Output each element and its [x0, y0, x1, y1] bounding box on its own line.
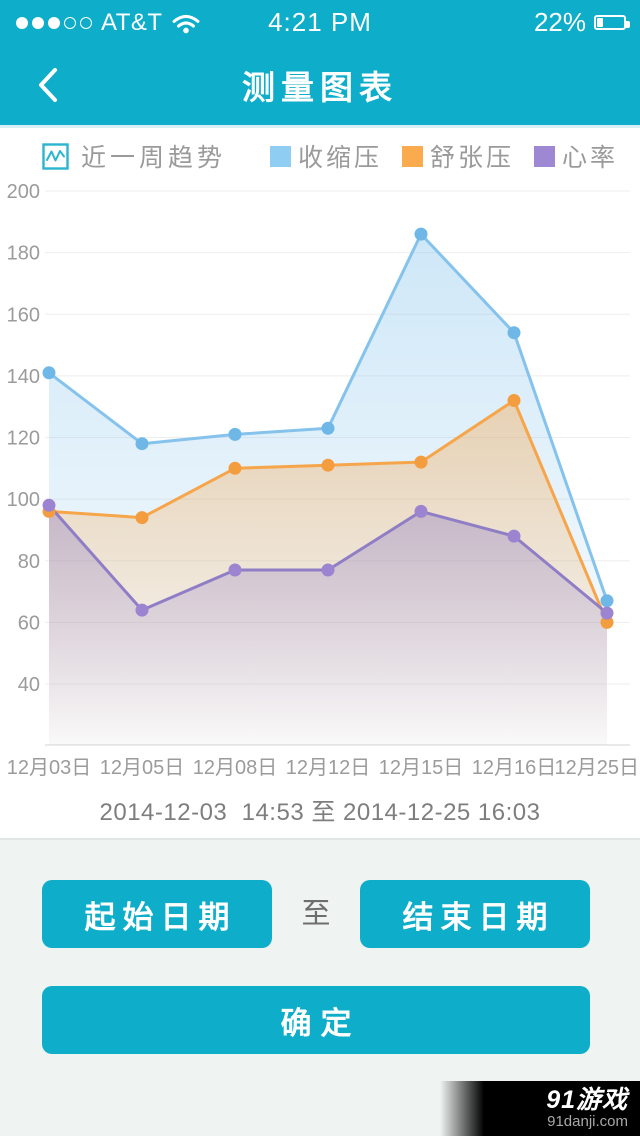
signal-strength-icon: [16, 16, 92, 29]
start-date-button[interactable]: 起始日期: [42, 880, 272, 948]
measurement-line-chart: 200 180 160 140 120 100 80 60 40 12月03日 12月05日 12月0…: [7, 181, 640, 779]
legend-swatch: [269, 145, 291, 167]
svg-text:120: 120: [7, 428, 40, 450]
svg-text:12月25日: 12月25日: [555, 757, 640, 779]
svg-text:160: 160: [7, 304, 40, 326]
legend-row: 近一周趋势 收缩压 舒张压 心率: [0, 138, 640, 174]
signal-dot: [64, 16, 76, 29]
date-picker-panel: 起始日期 至 结束日期 确定: [0, 838, 640, 1136]
confirm-button[interactable]: 确定: [42, 986, 590, 1054]
svg-text:140: 140: [7, 366, 40, 388]
svg-text:12月05日: 12月05日: [100, 757, 185, 779]
series-legend: 收缩压 舒张压 心率: [269, 138, 618, 174]
svg-text:12月08日: 12月08日: [193, 757, 278, 779]
clock-label: 4:21 PM: [268, 7, 372, 37]
legend-series-name: 舒张压: [429, 144, 514, 172]
point-心率-12月25日: [600, 606, 614, 620]
point-收缩压-12月12日: [321, 421, 335, 435]
point-舒张压-12月05日: [135, 511, 149, 525]
point-心率-12月16日: [507, 529, 521, 543]
legend-series-name: 收缩压: [297, 144, 382, 172]
svg-text:80: 80: [18, 551, 40, 573]
point-收缩压-12月08日: [228, 427, 242, 441]
watermark-site: 91danji.com: [547, 1113, 628, 1130]
point-舒张压-12月12日: [321, 458, 335, 472]
status-right: 22%: [533, 7, 630, 38]
point-舒张压-12月15日: [414, 455, 428, 469]
legend-series-name: 心率: [561, 144, 618, 172]
point-心率-12月12日: [321, 563, 335, 577]
legend-swatch: [533, 145, 555, 167]
battery-percent-label: 22%: [533, 7, 586, 37]
wifi-icon: [172, 12, 200, 34]
svg-text:100: 100: [7, 489, 40, 511]
page-title: 测量图表: [242, 69, 398, 106]
point-收缩压-12月05日: [135, 437, 149, 451]
watermark-brand: 91游戏: [546, 1086, 628, 1114]
svg-text:40: 40: [18, 674, 40, 696]
point-舒张压-12月25日: [600, 615, 614, 629]
end-date-button[interactable]: 结束日期: [360, 880, 590, 948]
point-收缩压-12月16日: [507, 326, 521, 340]
legend-item-3: 心率: [533, 138, 618, 174]
area-心率: [49, 505, 607, 745]
point-舒张压-12月08日: [228, 461, 242, 475]
point-心率-12月08日: [228, 563, 242, 577]
nav-bar: 测量图表: [0, 45, 640, 125]
point-收缩压-12月25日: [600, 594, 614, 608]
legend-swatch: [401, 145, 423, 167]
point-心率-12月03日: [42, 498, 56, 512]
trend-legend: 近一周趋势: [42, 138, 226, 174]
svg-text:12月15日: 12月15日: [379, 757, 464, 779]
point-收缩压-12月15日: [414, 227, 428, 241]
point-舒张压-12月16日: [507, 394, 521, 407]
point-收缩压-12月03日: [42, 366, 56, 380]
point-心率-12月05日: [135, 603, 149, 617]
back-button[interactable]: [22, 59, 74, 111]
battery-icon: [594, 15, 630, 30]
signal-dot: [80, 16, 92, 29]
sparkline-icon: [42, 142, 69, 170]
svg-text:180: 180: [7, 243, 40, 265]
svg-text:12月12日: 12月12日: [286, 757, 371, 779]
svg-text:12月03日: 12月03日: [7, 757, 92, 779]
signal-dot: [48, 16, 60, 29]
status-left: AT&T: [0, 9, 200, 37]
to-label: 至: [301, 898, 331, 930]
point-心率-12月15日: [414, 504, 428, 518]
date-range-label: 2014-12-03 14:53 至 2014-12-25 16:03: [99, 799, 541, 826]
carrier-label: AT&T: [101, 8, 163, 36]
status-bar: AT&T 4:21 PM 22%: [0, 0, 640, 45]
svg-text:60: 60: [18, 612, 40, 634]
legend-item-1: 收缩压: [269, 138, 382, 174]
legend-item-2: 舒张压: [401, 138, 514, 174]
signal-dot: [16, 16, 28, 29]
header-divider: [0, 125, 640, 128]
trend-label: 近一周趋势: [81, 144, 227, 172]
signal-dot: [32, 16, 44, 29]
svg-text:12月16日: 12月16日: [472, 757, 557, 779]
watermark: 91游戏 91danji.com: [440, 1081, 640, 1136]
svg-text:200: 200: [7, 181, 40, 203]
